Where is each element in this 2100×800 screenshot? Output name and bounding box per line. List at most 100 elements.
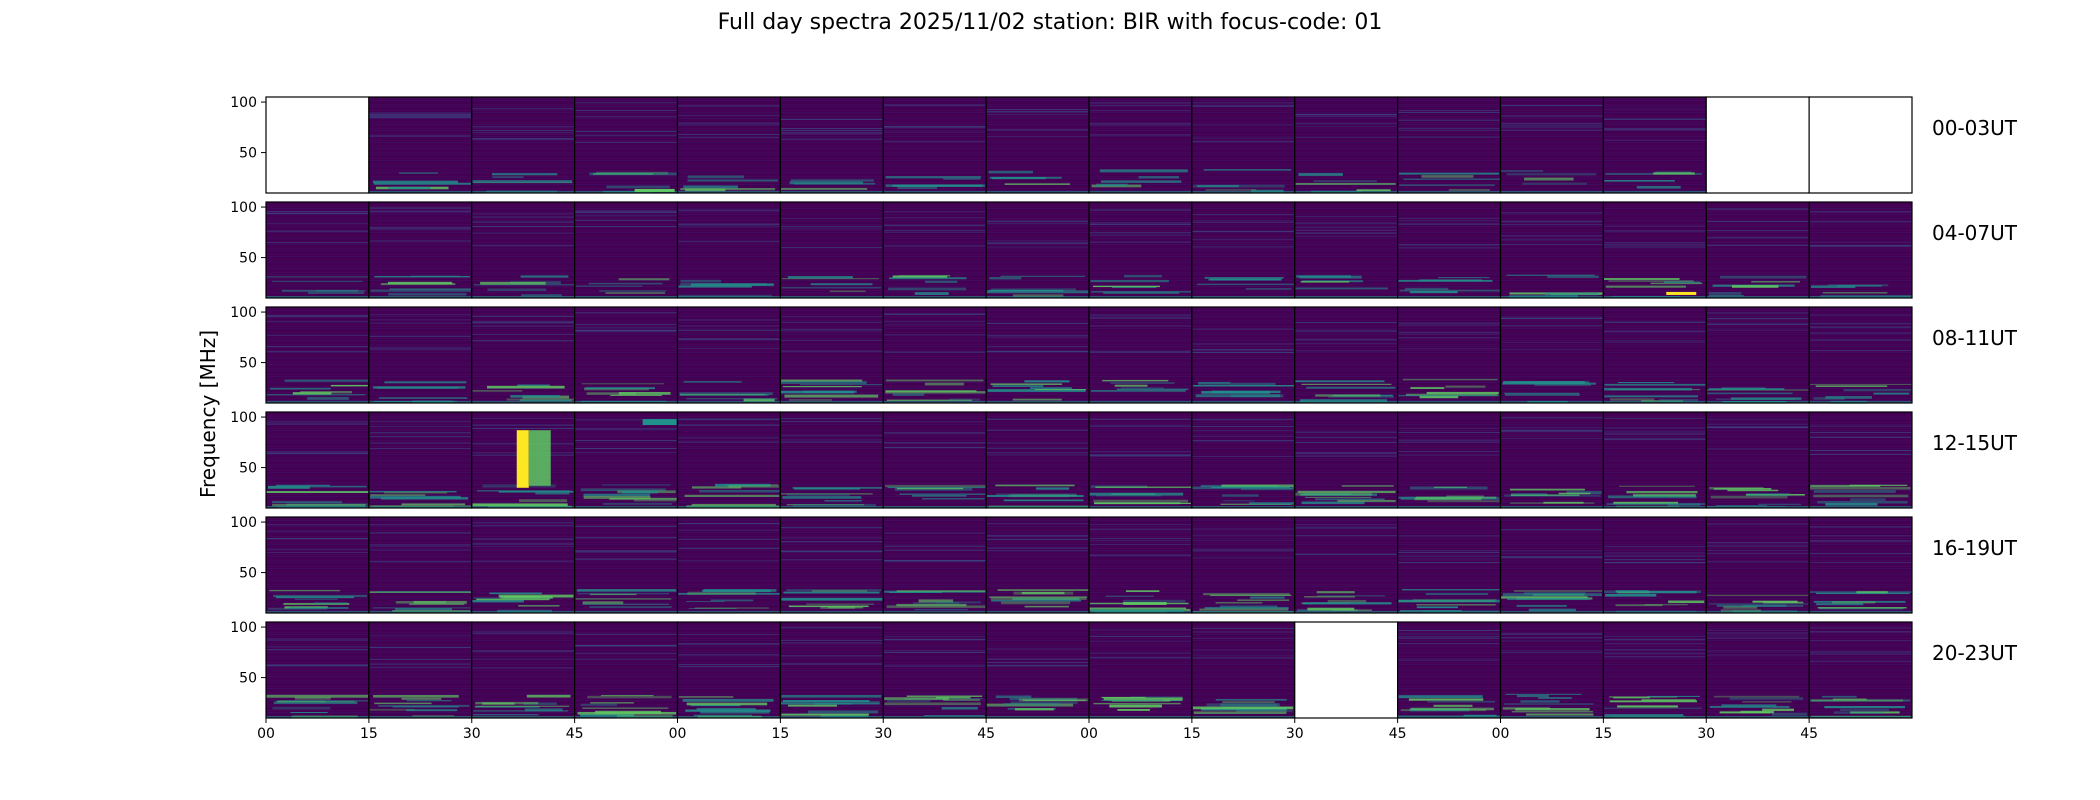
interference-band (1004, 183, 1070, 185)
spectral-line (780, 537, 884, 539)
spectral-line (1397, 551, 1501, 553)
baseline-band (986, 401, 1089, 403)
spectral-line (471, 650, 575, 652)
spectral-line (1603, 653, 1707, 655)
spectral-line (574, 330, 678, 332)
interference-band (500, 596, 553, 599)
interference-band (1215, 601, 1263, 604)
spectral-line (1603, 417, 1707, 419)
interference-band (1124, 275, 1162, 278)
baseline-band (266, 611, 369, 613)
spectral-line (1294, 136, 1398, 138)
baseline-band (1809, 296, 1912, 298)
spectral-line (368, 135, 472, 137)
interference-band (1093, 702, 1181, 705)
spectral-line (780, 441, 884, 443)
spectral-line (677, 664, 781, 666)
spectrum-panel (1706, 202, 1810, 298)
spectral-line (1089, 652, 1192, 654)
interference-band (1117, 709, 1150, 711)
interference-band (1500, 170, 1544, 172)
spectral-line (1500, 316, 1604, 318)
spectral-line (471, 245, 575, 247)
spectral-line (1603, 330, 1707, 332)
baseline-band (266, 506, 369, 508)
spectral-line (883, 224, 987, 226)
baseline-band (471, 401, 575, 403)
baseline-band (1500, 716, 1604, 718)
spectral-line (1294, 528, 1398, 530)
spectral-line (883, 532, 987, 534)
spectral-line (986, 129, 1089, 131)
interference-band (1619, 485, 1695, 487)
baseline-band (574, 611, 678, 613)
spectral-line (574, 558, 678, 560)
spectral-line (1397, 642, 1501, 644)
spectral-line (1397, 535, 1501, 537)
spectrum-panel (780, 517, 884, 613)
interference-band (1095, 495, 1162, 497)
row-label: 20-23UT (1932, 641, 2018, 665)
interference-band (275, 596, 354, 599)
spectral-line (574, 215, 678, 217)
spectral-line (574, 211, 678, 213)
interference-band (1220, 605, 1278, 608)
spectral-line (368, 545, 472, 547)
y-tick-label: 100 (230, 305, 257, 321)
interference-band (1317, 595, 1385, 597)
spectral-line (780, 330, 884, 332)
spectral-line (574, 551, 678, 553)
spectral-line (1191, 557, 1295, 559)
interference-band (580, 714, 635, 717)
interference-band (1022, 699, 1087, 701)
spectral-line (1191, 105, 1295, 107)
spectrum-panel (574, 412, 678, 508)
spectral-line (677, 441, 781, 443)
spectral-line (780, 225, 884, 227)
spectrum-panel (780, 307, 884, 403)
spectral-line (883, 421, 987, 423)
spectral-line (1500, 348, 1604, 350)
interference-band (498, 490, 574, 493)
interference-band (782, 496, 862, 499)
spectral-line (883, 549, 987, 551)
baseline-band (780, 611, 884, 613)
spectral-line (1500, 123, 1604, 125)
baseline-band (1397, 506, 1501, 508)
spectrum-panel (883, 517, 987, 613)
interference-band (1094, 502, 1191, 504)
interference-band (1433, 704, 1473, 707)
interference-band (1710, 495, 1788, 499)
spectrum-panel (1089, 517, 1192, 613)
interference-band (1195, 394, 1281, 398)
spectral-line (1603, 225, 1707, 227)
interference-band (266, 276, 369, 278)
spectral-line (1294, 216, 1398, 218)
interference-band (273, 594, 367, 598)
spectral-line (1500, 652, 1604, 654)
interference-band (1215, 699, 1287, 701)
spectral-line (1706, 561, 1810, 563)
interference-band (948, 398, 980, 401)
interference-band (1524, 177, 1574, 181)
spectral-line (1809, 350, 1912, 352)
spectral-line (1089, 222, 1192, 224)
interference-band (413, 600, 467, 604)
interference-band (924, 382, 964, 386)
baseline-band (1191, 611, 1295, 613)
interference-band (678, 285, 752, 288)
interference-band (1729, 697, 1804, 700)
spectral-line (1500, 637, 1604, 639)
interference-band (374, 276, 470, 278)
interference-band (1810, 484, 1881, 487)
spectral-line (1089, 232, 1192, 234)
spectral-line (1191, 141, 1295, 143)
y-tick-label: 100 (230, 95, 257, 111)
interference-band (1816, 592, 1910, 595)
interference-band (577, 589, 676, 591)
baseline-band (471, 296, 575, 298)
baseline-band (1294, 296, 1398, 298)
spectral-line (1603, 656, 1707, 658)
interference-band (1125, 590, 1160, 592)
interference-band (1504, 494, 1601, 497)
